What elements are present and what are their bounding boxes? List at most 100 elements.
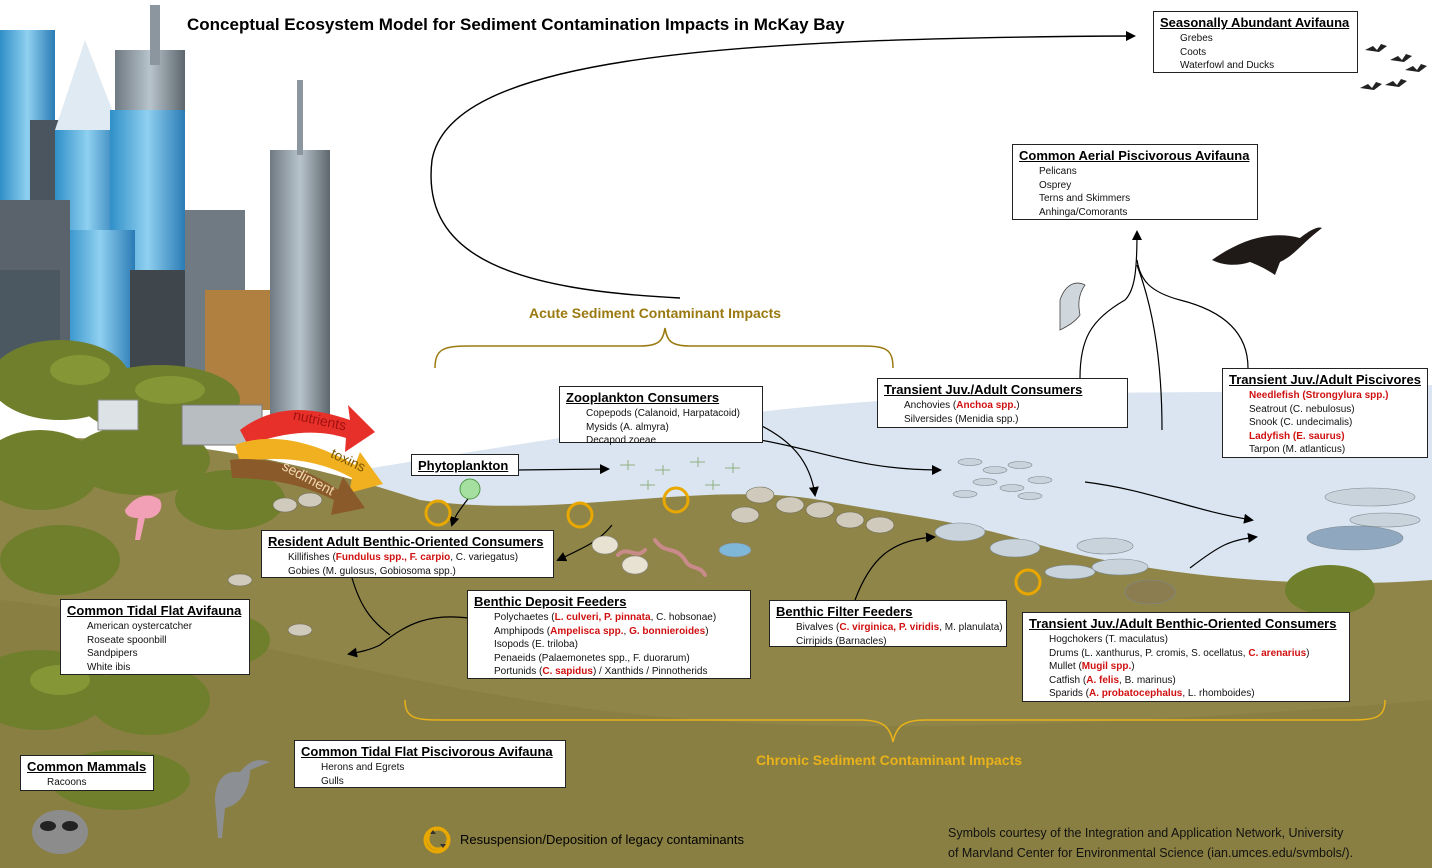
species-text: Amphipods ( (494, 625, 551, 637)
box-title: Transient Juv./Adult Benthic-Oriented Co… (1029, 616, 1337, 631)
box-item: Copepods (Calanoid, Harpatacoid) (586, 408, 740, 419)
spoonbill-shape (125, 495, 162, 540)
species-highlight: Ampelisca spp. (550, 625, 624, 637)
box-aerial-avifauna: Common Aerial Piscivorous Avifauna Pelica… (1012, 144, 1258, 220)
box-zooplankton: Zooplankton Consumers Copepods (Calanoid,… (559, 386, 763, 446)
box-title: Common Tidal Flat Piscivorous Avifauna (301, 744, 553, 759)
species-text: ) (1306, 647, 1310, 659)
arrow-filter-transient-benthic (854, 532, 936, 601)
box-transient-benthic: Transient Juv./Adult Benthic-Oriented Co… (1022, 612, 1350, 702)
zooplankton-icons (620, 457, 740, 490)
credit-line-1: Symbols courtesy of the Integration and … (948, 826, 1344, 840)
arrow-to-resident (449, 495, 471, 527)
legend-label: Resuspension/Deposition of legacy contam… (460, 831, 745, 847)
species-text: ) (1016, 400, 1020, 411)
species-highlight: Needlefish (Strongylura spp.) (1249, 390, 1389, 401)
flow-arrows (347, 230, 1258, 658)
page-title: Conceptual Ecosystem Model for Sediment … (187, 15, 845, 34)
box-title: Common Mammals (27, 759, 147, 774)
box-item: Gulls (321, 775, 344, 787)
box-title: Benthic Filter Feeders (776, 604, 913, 619)
box-item-list: Grebes Coots Waterfowl and Ducks (1160, 32, 1351, 73)
arrow-aerial-1 (1079, 230, 1142, 379)
box-item-list: Copepods (Calanoid, Harpatacoid) Mysids (… (566, 407, 756, 448)
credit-line-2: of Marvland Center for Environmental Sci… (948, 846, 1354, 860)
species-text: Drums (L. xanthurus, P. cromis, S. ocell… (1049, 647, 1249, 659)
box-item: Anhinga/Comorants (1039, 206, 1128, 218)
nutrients-arrow-shape (240, 405, 375, 452)
eagle-shape (1212, 227, 1322, 275)
box-title: Transient Juv./Adult Consumers (884, 382, 1083, 397)
species-highlight: C. arenarius (1248, 647, 1307, 659)
box-title: Common Aerial Piscivorous Avifauna (1019, 148, 1250, 163)
box-item: Sparids (A. probatocephalus, L. rhomboid… (1049, 687, 1343, 701)
resuspension-icon (426, 827, 450, 851)
box-item: Cirripids (Barnacles) (796, 635, 887, 647)
box-seasonal-avifauna: Seasonally Abundant Avifauna Grebes Coots W… (1153, 11, 1358, 73)
box-item: White ibis (87, 661, 131, 673)
species-text: Killifishes ( (288, 552, 336, 563)
species-text: Sparids ( (1049, 688, 1090, 700)
box-item: Mullet (Mugil spp.) (1049, 660, 1343, 674)
species-highlight: G. bonnieroides (629, 625, 706, 637)
arrow-transient-piscivores (1084, 481, 1254, 524)
species-highlight: L. culveri, P. pinnata (554, 612, 651, 623)
bivalve-bed (227, 486, 895, 637)
species-text: Mullet ( (1049, 661, 1082, 673)
city-skyline (0, 5, 330, 420)
benthic-invertebrates (616, 538, 707, 577)
raccoon-shape (32, 810, 88, 854)
box-title: Transient Juv./Adult Piscivores (1229, 372, 1421, 387)
species-text: ) (1131, 661, 1135, 673)
box-transient-consumers: Transient Juv./Adult Consumers Anchovies … (877, 378, 1128, 428)
box-item-list: Killifishes (Fundulus spp., F. carpio, C… (268, 551, 547, 578)
box-mammals: Common Mammals Racoons (20, 755, 154, 791)
box-transient-piscivores: Transient Juv./Adult Piscivores Needlefis… (1222, 368, 1428, 458)
sediment-flat-dark (0, 600, 1432, 868)
acute-impact-label: Acute Sediment Contaminant Impacts (529, 305, 782, 321)
box-title: Seasonally Abundant Avifauna (1160, 15, 1350, 30)
arrow-phyto-zoo (514, 464, 610, 475)
chronic-bracket (404, 699, 1386, 743)
arrow-resident-down (351, 577, 391, 636)
species-highlight: Anchoa spp. (956, 400, 1017, 411)
heron-shape (215, 760, 270, 838)
species-text: ) (705, 625, 709, 637)
species-highlight: C. sapidus (542, 666, 593, 678)
box-item: Penaeids (Palaemonetes spp., F. duorarum… (494, 652, 690, 664)
box-item: Mysids (A. almyra) (586, 421, 669, 433)
box-item: Tarpon (M. atlanticus) (1249, 444, 1346, 456)
crustaceans (591, 535, 752, 575)
box-item-list: Anchovies (Anchoa spp.) Silversides (Meni… (884, 399, 1121, 426)
box-tidal-flat-avifauna: Common Tidal Flat Avifauna American oyste… (60, 599, 250, 675)
arrow-aerial-2 (1136, 264, 1163, 431)
box-item: Gobies (M. gulosus, Gobiosoma spp.) (288, 565, 456, 577)
box-item-list: Polychaetes (L. culveri, P. pinnata, C. … (474, 611, 744, 679)
species-text: Polychaetes ( (494, 612, 555, 623)
box-item: Roseate spoonbill (87, 634, 167, 646)
arrow-aerial-3 (1136, 259, 1249, 369)
box-item-list: Hogchokers (T. maculatus) Drums (L. xanth… (1029, 633, 1343, 701)
species-text: , C. variegatus) (450, 552, 519, 563)
box-item: Pelicans (1039, 166, 1077, 177)
species-highlight: Ladyfish (E. saurus) (1249, 430, 1345, 442)
box-item: Grebes (1180, 33, 1213, 44)
box-item: Osprey (1039, 179, 1072, 191)
chronic-impact-label: Chronic Sediment Contaminant Impacts (756, 752, 1023, 768)
box-title: Zooplankton Consumers (566, 390, 720, 405)
species-text: Portunids ( (494, 666, 543, 678)
resuspension-markers (423, 486, 1042, 854)
toxins-arrow-shape (235, 438, 383, 493)
box-item: Waterfowl and Ducks (1180, 60, 1275, 72)
species-text: Bivalves ( (796, 622, 840, 633)
species-text: , L. rhomboides) (1182, 688, 1255, 700)
box-item: Herons and Egrets (321, 762, 405, 773)
species-text: , B. marinus) (1119, 674, 1176, 686)
box-item: Decapod zoeae (586, 435, 657, 447)
arc-arrow-avifauna (430, 31, 1136, 299)
arrow-zoo-transient (759, 439, 942, 475)
box-item: Snook (C. undecimalis) (1249, 417, 1353, 429)
box-title: Common Tidal Flat Avifauna (67, 603, 242, 618)
box-item-list: Herons and Egrets Gulls (301, 761, 559, 788)
box-item: Killifishes (Fundulus spp., F. carpio, C… (288, 551, 547, 565)
